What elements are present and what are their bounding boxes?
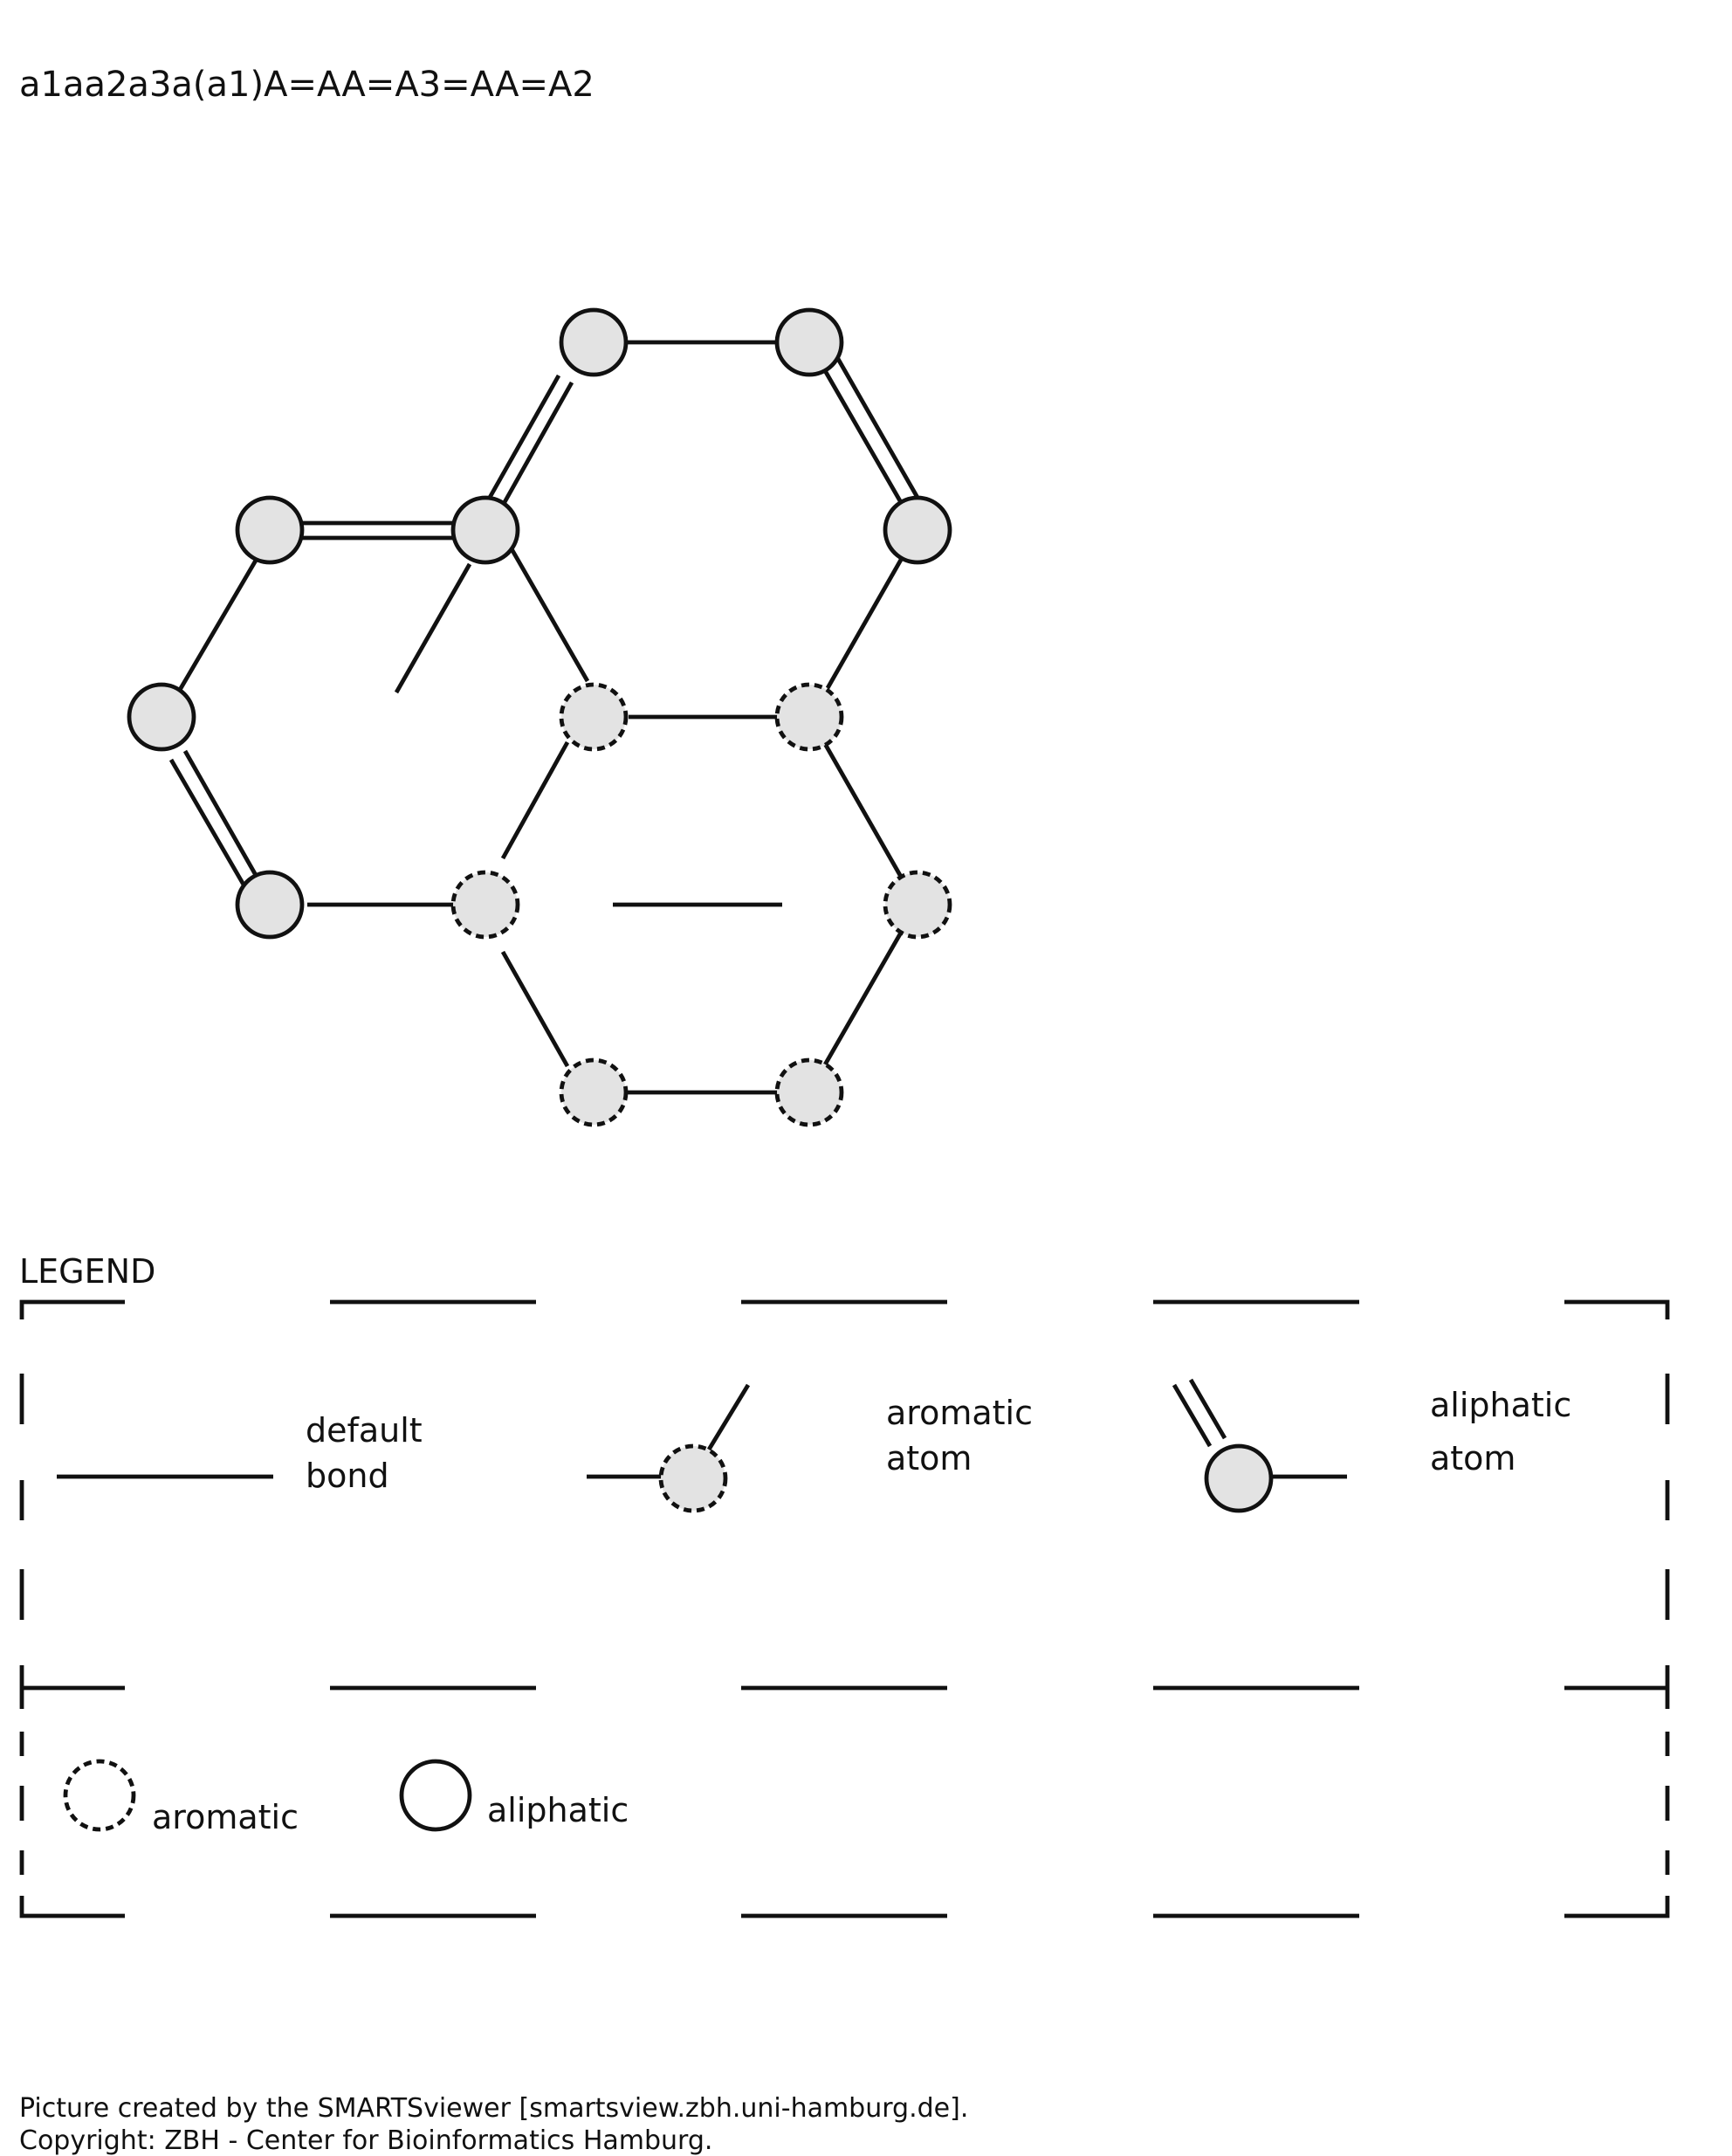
- legend-aliphatic-atom-label: atom: [1430, 1439, 1516, 1478]
- aliphatic-atom: [453, 498, 518, 562]
- bond-single: [824, 742, 901, 877]
- footer-credit: Picture created by the SMARTSviewer [sma…: [19, 2093, 968, 2124]
- smarts-string: a1aa2a3a(a1)A=AA=A3=AA=A2: [19, 65, 595, 105]
- molecule: [129, 310, 950, 1125]
- bond-double-a: [185, 751, 260, 883]
- aliphatic-atom: [561, 310, 626, 375]
- legend-aliphatic-atom-sample: [1206, 1446, 1271, 1511]
- bond-single: [824, 933, 901, 1066]
- aliphatic-atom: [237, 872, 302, 937]
- aliphatic-atom: [777, 310, 842, 375]
- bond-single: [503, 952, 567, 1066]
- legend-aromatic-atom-label: atom: [886, 1439, 972, 1478]
- legend-bond-label: bond: [306, 1457, 389, 1495]
- aliphatic-atom: [237, 498, 302, 562]
- bond-double-b: [487, 375, 559, 502]
- aromatic-atom: [777, 685, 842, 749]
- legend: LEGEND default b: [19, 1252, 1667, 1916]
- legend-frame-corner: [1564, 1302, 1667, 1319]
- aromatic-atom: [777, 1060, 842, 1125]
- aliphatic-atom: [129, 685, 194, 749]
- aromatic-atom: [561, 685, 626, 749]
- aliphatic-atom: [885, 498, 950, 562]
- bond-single: [396, 564, 470, 692]
- legend-bond-label: default: [306, 1411, 423, 1450]
- legend-frame-corner: [1564, 1896, 1667, 1916]
- legend-bond-stub: [709, 1385, 748, 1450]
- legend-aromatic-label: aromatic: [152, 1798, 299, 1836]
- legend-aromatic-atom-label: aromatic: [886, 1394, 1033, 1432]
- legend-double-bond-stub-b: [1191, 1380, 1225, 1438]
- legend-frame-corner: [22, 1302, 125, 1319]
- bond-double-b: [831, 347, 924, 508]
- bond-single: [503, 742, 567, 858]
- bond-double-a: [816, 355, 909, 516]
- legend-frame-corner: [22, 1896, 125, 1916]
- aromatic-atom: [453, 872, 518, 937]
- aromatic-atom: [885, 872, 950, 937]
- aromatic-atom: [561, 1060, 626, 1125]
- legend-title: LEGEND: [19, 1252, 155, 1291]
- legend-aromatic-atom-sample: [661, 1446, 725, 1511]
- legend-aromatic-ring-sample: [65, 1761, 134, 1829]
- legend-aliphatic-ring-sample: [402, 1761, 470, 1829]
- bond-single: [180, 559, 257, 690]
- legend-aliphatic-label: aliphatic: [487, 1791, 629, 1829]
- bond-single: [500, 529, 588, 681]
- footer-copyright: Copyright: ZBH - Center for Bioinformati…: [19, 2125, 712, 2156]
- bond-double-a: [500, 382, 572, 510]
- legend-aliphatic-atom-label: aliphatic: [1430, 1386, 1571, 1424]
- legend-double-bond-stub-a: [1174, 1385, 1210, 1446]
- bond-double-b: [171, 760, 247, 891]
